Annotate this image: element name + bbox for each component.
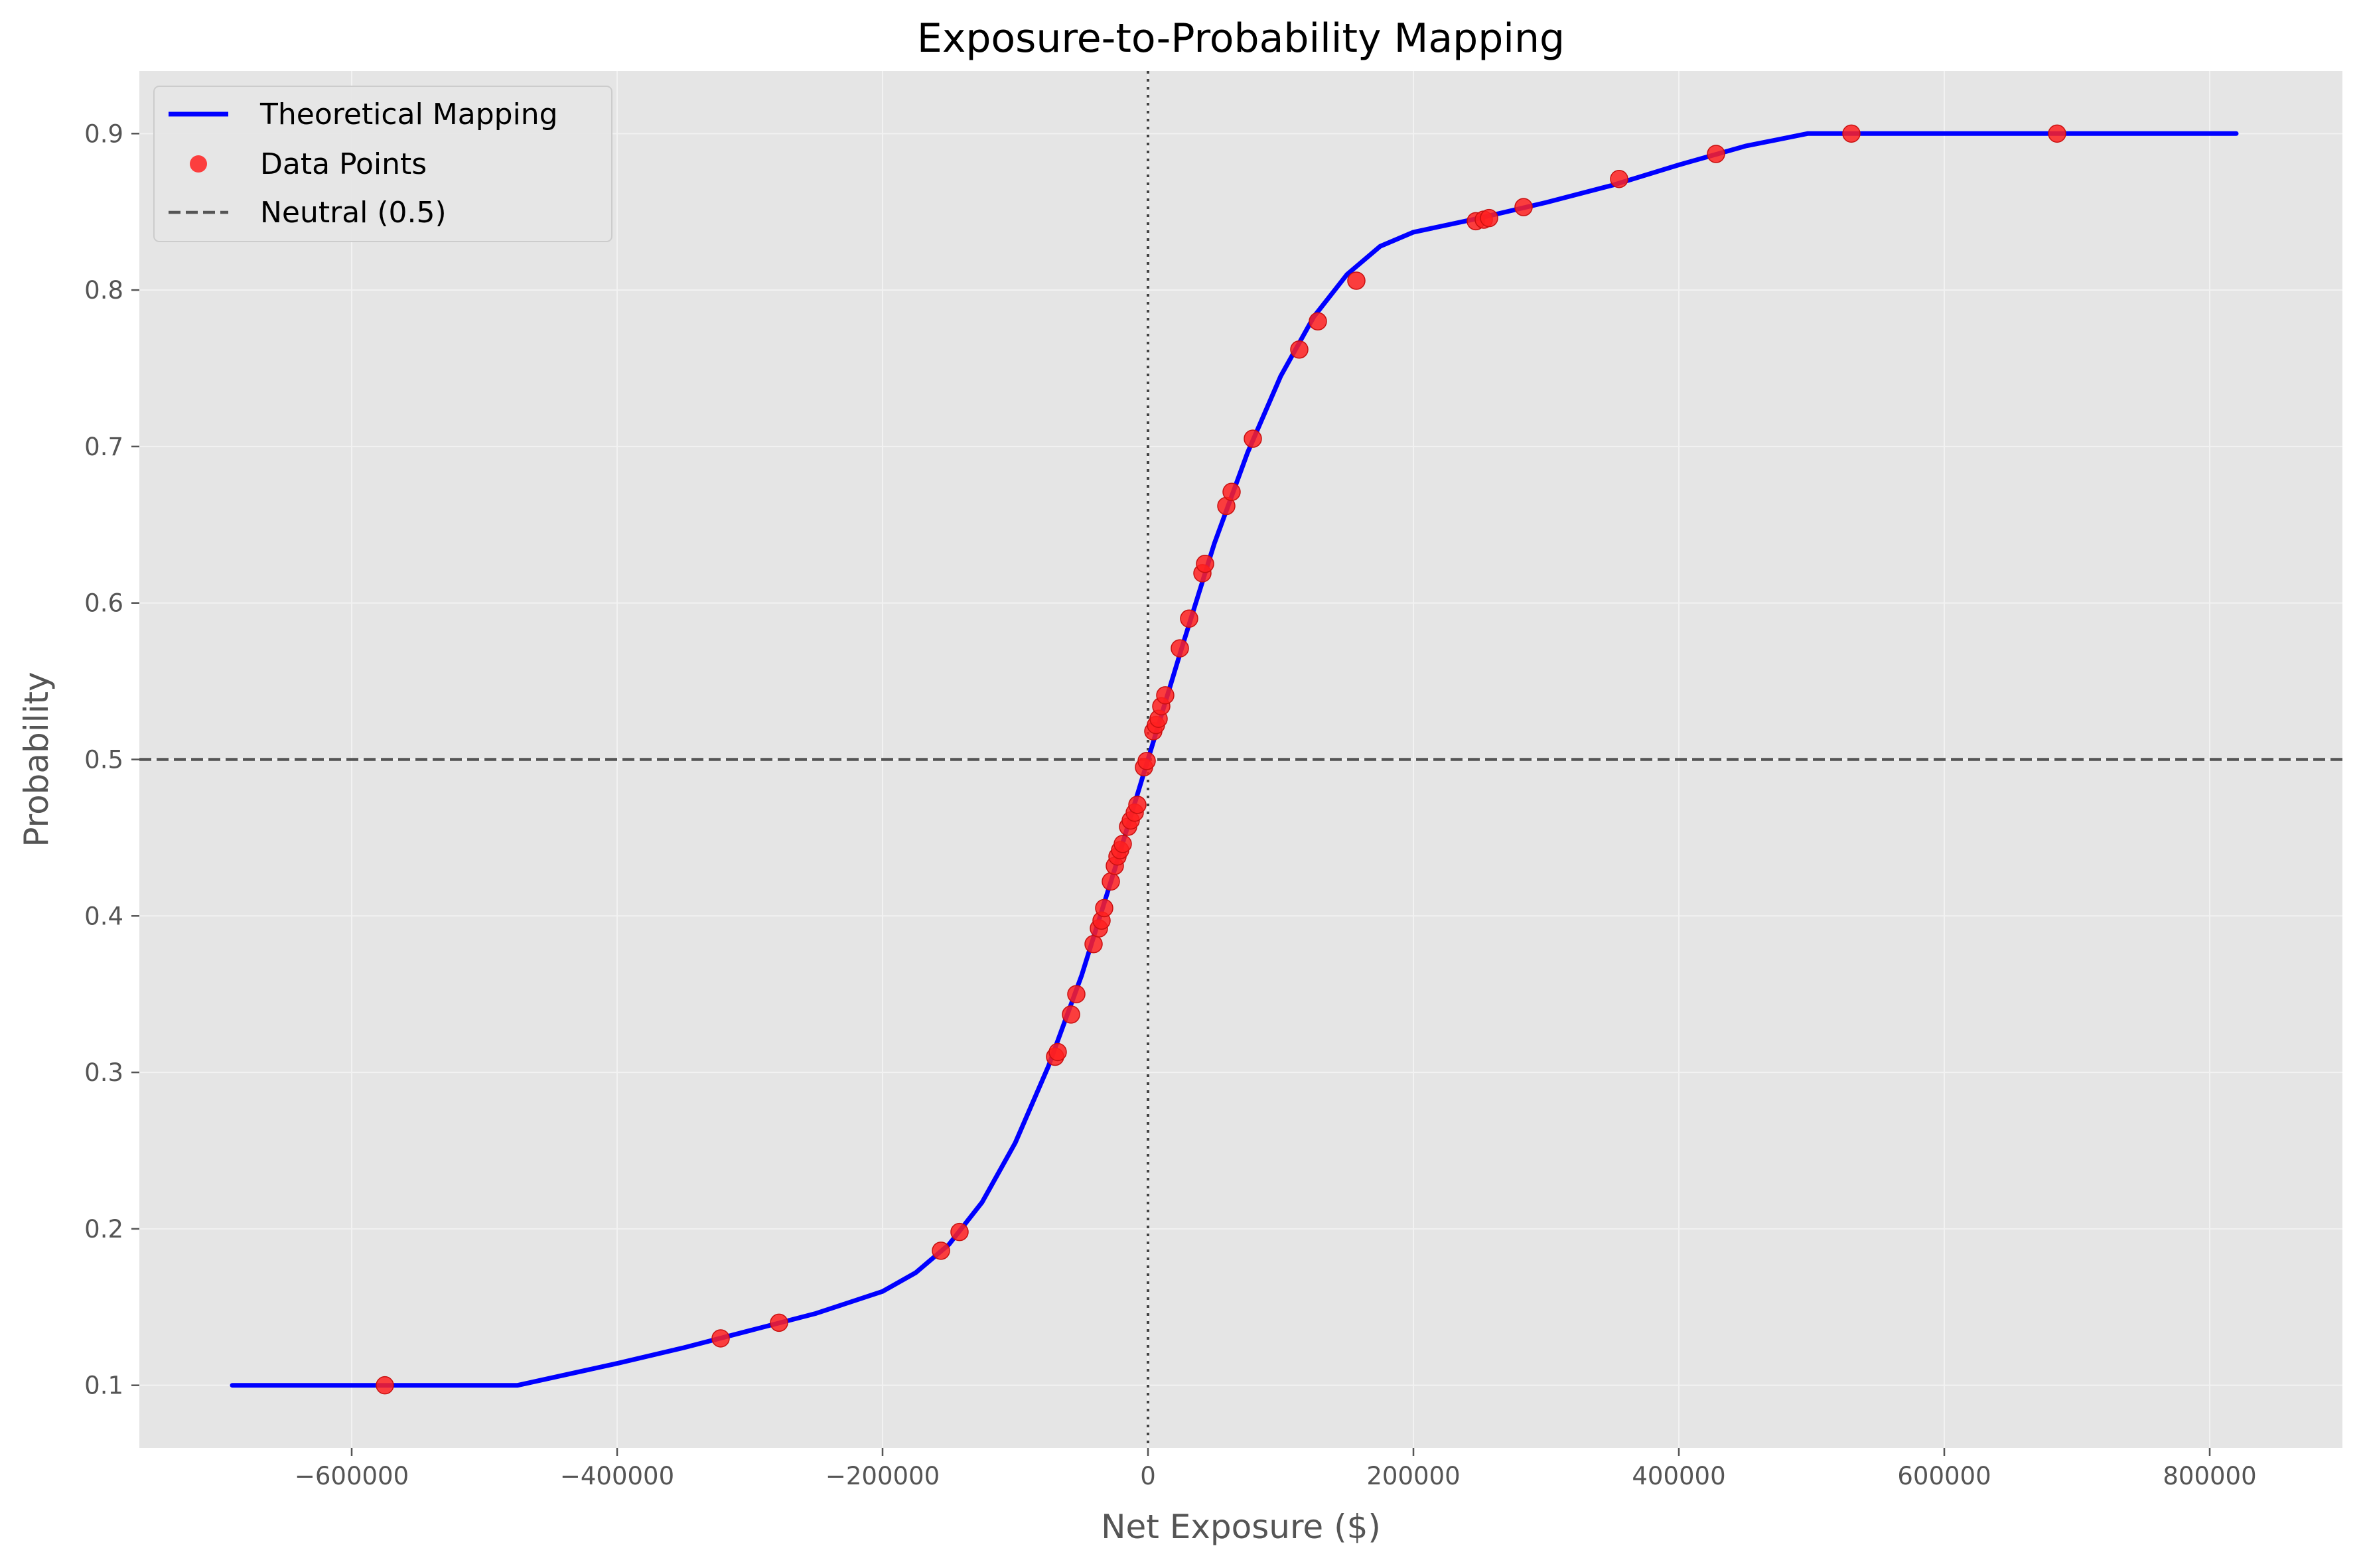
x-tick-label: −200000 bbox=[825, 1462, 940, 1490]
data-point bbox=[1084, 934, 1103, 954]
data-point bbox=[1171, 639, 1189, 658]
data-point bbox=[1102, 872, 1120, 891]
y-tick-label: 0.5 bbox=[84, 746, 123, 774]
data-point bbox=[1196, 555, 1214, 573]
data-point bbox=[1707, 145, 1725, 163]
y-tick-label: 0.7 bbox=[84, 433, 123, 461]
data-point bbox=[1128, 796, 1147, 814]
legend: Theoretical Mapping Data Points Neutral (0… bbox=[153, 86, 612, 242]
x-tick-label: 600000 bbox=[1897, 1462, 1991, 1490]
legend-box bbox=[153, 86, 612, 242]
data-point bbox=[770, 1313, 788, 1332]
axis-ticks: −600000 −400000 −200000 0 200000 400000 600000… bbox=[84, 119, 2256, 1490]
data-point bbox=[376, 1376, 394, 1395]
reference-lines bbox=[139, 71, 2342, 1448]
data-point bbox=[711, 1329, 730, 1348]
data-point bbox=[1514, 198, 1533, 216]
data-point bbox=[1222, 482, 1241, 502]
legend-marker-swatch bbox=[190, 155, 207, 173]
data-point bbox=[1180, 609, 1198, 628]
data-point bbox=[1480, 208, 1498, 228]
data-point bbox=[1062, 1005, 1080, 1024]
legend-label: Theoretical Mapping bbox=[259, 98, 558, 131]
data-point bbox=[1067, 985, 1086, 1003]
data-point bbox=[1842, 124, 1861, 143]
legend-label: Data Points bbox=[260, 147, 427, 181]
data-point bbox=[1156, 686, 1175, 705]
data-point bbox=[1309, 312, 1327, 331]
x-tick-label: −600000 bbox=[295, 1462, 409, 1490]
data-point bbox=[1244, 429, 1262, 448]
x-tick-label: 200000 bbox=[1366, 1462, 1460, 1490]
y-tick-label: 0.8 bbox=[84, 276, 123, 305]
y-tick-label: 0.4 bbox=[84, 902, 123, 930]
y-tick-label: 0.9 bbox=[84, 119, 123, 148]
legend-label: Neutral (0.5) bbox=[260, 196, 447, 230]
data-point bbox=[1137, 752, 1156, 770]
data-point bbox=[1610, 169, 1628, 188]
x-tick-label: 400000 bbox=[1632, 1462, 1725, 1490]
data-point bbox=[950, 1222, 969, 1242]
series bbox=[230, 124, 2239, 1395]
data-point bbox=[1048, 1042, 1067, 1062]
x-tick-label: 800000 bbox=[2163, 1462, 2256, 1490]
chart-title: Exposure-to-Probability Mapping bbox=[917, 15, 1565, 62]
data-point bbox=[1095, 898, 1113, 918]
y-tick-label: 0.3 bbox=[84, 1058, 123, 1087]
y-tick-label: 0.1 bbox=[84, 1372, 123, 1400]
y-axis-label: Probability bbox=[17, 672, 56, 847]
x-tick-label: 0 bbox=[1140, 1462, 1156, 1490]
data-point bbox=[932, 1242, 950, 1260]
y-tick-label: 0.6 bbox=[84, 589, 123, 618]
data-point bbox=[1290, 340, 1309, 359]
y-tick-label: 0.2 bbox=[84, 1215, 123, 1244]
data-point bbox=[2048, 124, 2066, 143]
data-point bbox=[1347, 271, 1366, 290]
x-axis-label: Net Exposure ($) bbox=[1101, 1508, 1381, 1546]
x-tick-label: −400000 bbox=[560, 1462, 674, 1490]
data-point bbox=[1113, 835, 1132, 853]
